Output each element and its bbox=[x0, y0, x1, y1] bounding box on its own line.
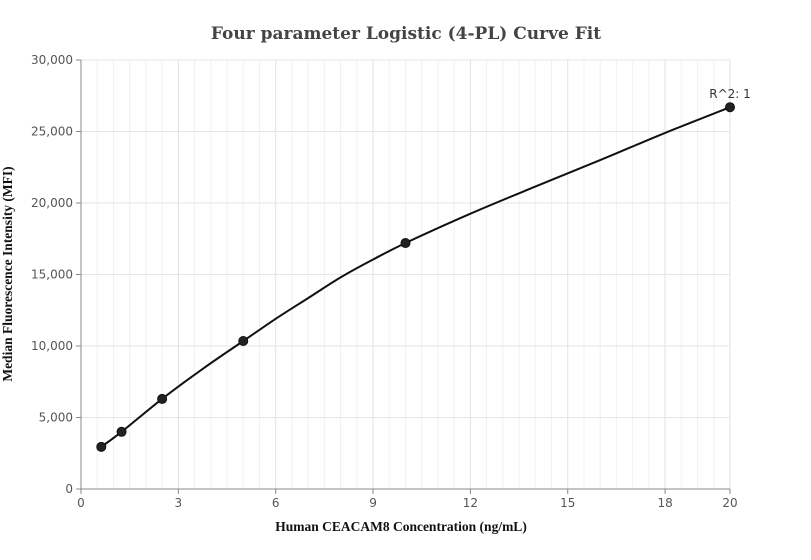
y-tick-label: 5,000 bbox=[39, 411, 73, 425]
y-axis-ticks: 0 5,000 10,000 15,000 20,000 25,000 30,000 bbox=[31, 53, 81, 496]
data-point bbox=[400, 238, 411, 249]
y-tick-label: 30,000 bbox=[31, 53, 73, 67]
y-tick-label: 0 bbox=[65, 482, 73, 496]
y-tick-label: 15,000 bbox=[31, 268, 73, 282]
grid bbox=[81, 59, 731, 489]
x-tick-label: 3 bbox=[175, 496, 183, 510]
x-axis-ticks: 0 3 6 9 12 15 18 20 bbox=[77, 489, 738, 510]
x-tick-label: 20 bbox=[722, 496, 737, 510]
y-tick-label: 10,000 bbox=[31, 339, 73, 353]
x-tick-label: 12 bbox=[463, 496, 478, 510]
chart-title: Four parameter Logistic (4-PL) Curve Fit bbox=[211, 24, 601, 44]
x-tick-label: 0 bbox=[77, 496, 85, 510]
x-tick-label: 18 bbox=[657, 496, 672, 510]
x-tick-label: 6 bbox=[272, 496, 280, 510]
x-axis-title: Human CEACAM8 Concentration (ng/mL) bbox=[275, 519, 527, 534]
y-tick-label: 25,000 bbox=[31, 125, 73, 139]
y-tick-label: 20,000 bbox=[31, 196, 73, 210]
data-point bbox=[725, 102, 735, 113]
data-point bbox=[96, 441, 107, 452]
fit-curve bbox=[100, 106, 731, 448]
y-axis-title: Median Fluorescence Intensity (MFI) bbox=[0, 166, 15, 381]
x-tick-label: 15 bbox=[560, 496, 575, 510]
data-point bbox=[116, 426, 127, 437]
data-point bbox=[238, 335, 249, 346]
r-squared-annotation: R^2: 1 bbox=[709, 87, 751, 101]
data-points bbox=[96, 102, 735, 452]
data-point bbox=[157, 393, 168, 404]
x-tick-label: 9 bbox=[369, 496, 377, 510]
